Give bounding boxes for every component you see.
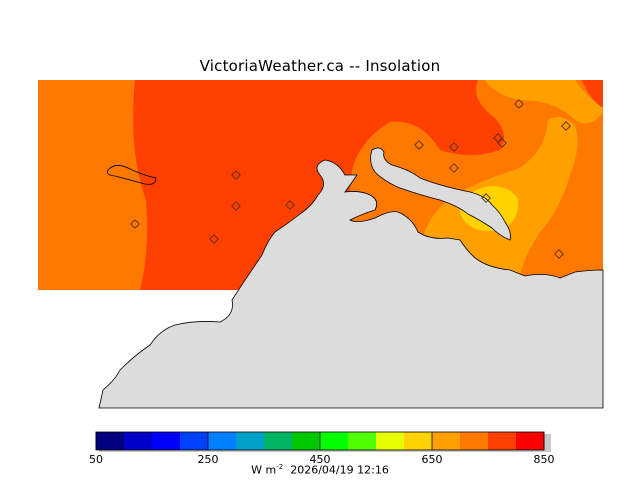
colorbar-swatch [488, 432, 516, 450]
units-label: W m [251, 463, 277, 477]
timestamp: 2026/04/19 12:16 [290, 463, 389, 477]
station-marker [449, 142, 459, 152]
station-marker [285, 200, 295, 210]
station-markers [130, 99, 571, 259]
colorbar-label: W m-2 2026/04/19 12:16 [0, 463, 640, 477]
station-marker [514, 99, 524, 109]
inlet [370, 147, 511, 241]
colorbar-tick: 50 [89, 453, 103, 466]
colorbar-tick: 450 [309, 453, 331, 466]
contour-band-750-ne [582, 80, 603, 108]
station-marker [231, 201, 241, 211]
station-marker [231, 170, 241, 180]
colorbar-swatch [180, 432, 208, 450]
island-outline [106, 165, 157, 185]
map-title: VictoriaWeather.ca -- Insolation [199, 57, 441, 75]
colorbar-swatch [208, 432, 236, 450]
colorbar-swatch [152, 432, 180, 450]
colorbar-tick: 650 [421, 453, 443, 466]
colorbar-swatches [95, 432, 545, 450]
station-marker [449, 163, 459, 173]
colorbar-swatch [320, 432, 348, 450]
station-marker [414, 140, 424, 150]
station-marker [561, 121, 571, 131]
colorbar-swatch [460, 432, 488, 450]
colorbar-swatch [404, 432, 432, 450]
colorbar-swatch [264, 432, 292, 450]
station-marker [554, 249, 564, 259]
colorbar-swatch [376, 432, 404, 450]
colorbar-swatch [516, 432, 544, 450]
colorbar-swatch [432, 432, 460, 450]
colorbar-swatch [292, 432, 320, 450]
station-marker [497, 138, 507, 148]
contour-band-750 [133, 80, 505, 290]
colorbar-swatch [124, 432, 152, 450]
colorbar-tick: 850 [533, 453, 555, 466]
station-marker [209, 234, 219, 244]
units-exponent: -2 [276, 463, 284, 471]
colorbar-swatch [348, 432, 376, 450]
station-marker [481, 193, 491, 203]
station-marker [130, 219, 140, 229]
colorbar-tick: 250 [197, 453, 219, 466]
land-mass [98, 159, 604, 409]
colorbar-swatch [236, 432, 264, 450]
colorbar-swatch [96, 432, 124, 450]
contour-band-650-ne [485, 80, 603, 124]
